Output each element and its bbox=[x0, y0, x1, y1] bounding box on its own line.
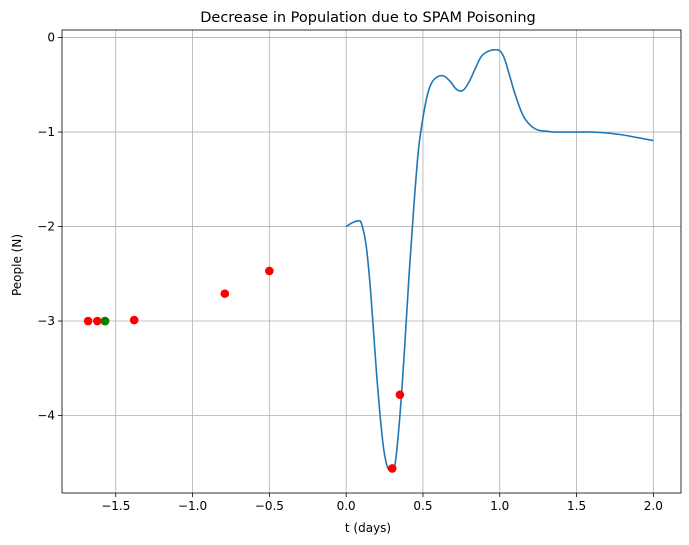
red-data-point bbox=[93, 316, 102, 326]
x-tick-label: −1.5 bbox=[101, 499, 130, 513]
red-data-point bbox=[83, 316, 93, 326]
green-data-point bbox=[100, 316, 110, 326]
y-tick-label: −3 bbox=[37, 314, 55, 328]
plot-frame bbox=[61, 29, 682, 494]
x-tick-label: 1.5 bbox=[567, 499, 586, 513]
x-tick-label: 2.0 bbox=[644, 499, 663, 513]
y-tick-label: −2 bbox=[37, 220, 55, 234]
x-tick-label: −0.5 bbox=[255, 499, 284, 513]
chart-title: Decrease in Population due to SPAM Poiso… bbox=[200, 10, 536, 26]
x-axis: −1.5 −1.0 −0.5 0.0 0.5 1.0 1.5 2.0 bbox=[101, 493, 663, 513]
y-axis-title: People (N) bbox=[10, 234, 24, 296]
red-data-point bbox=[387, 464, 397, 473]
y-axis: 0 −1 −2 −3 −4 bbox=[37, 31, 62, 423]
red-data-point bbox=[220, 289, 230, 298]
y-tick-label: −1 bbox=[37, 125, 55, 139]
y-tick-label: −4 bbox=[37, 409, 55, 423]
red-data-point bbox=[129, 315, 139, 325]
x-tick-label: −1.0 bbox=[178, 499, 207, 513]
x-tick-label: 0.0 bbox=[337, 499, 356, 513]
x-tick-label: 0.5 bbox=[413, 499, 432, 513]
grid bbox=[62, 30, 681, 493]
red-data-point bbox=[265, 266, 274, 276]
series-line bbox=[345, 48, 654, 472]
x-tick-label: 1.0 bbox=[490, 499, 509, 513]
red-data-point bbox=[395, 390, 405, 400]
x-axis-title: t (days) bbox=[345, 521, 391, 535]
y-tick-label: 0 bbox=[47, 31, 55, 45]
series-layer bbox=[83, 48, 654, 473]
